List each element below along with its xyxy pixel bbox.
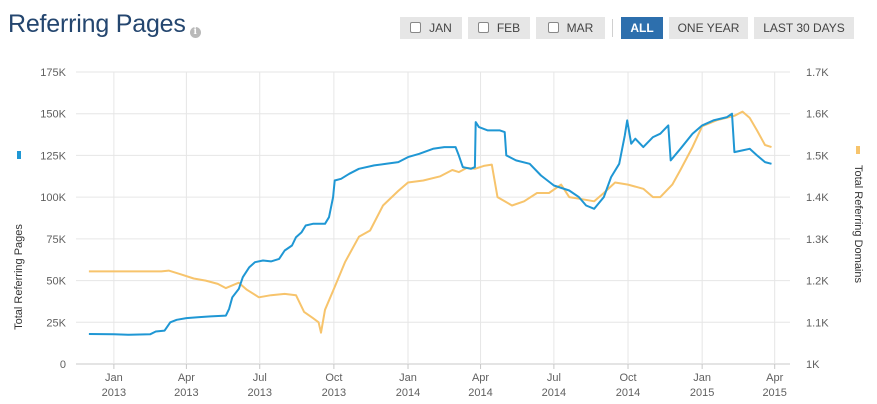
y-left-title: Total Referring Pages <box>13 151 25 330</box>
y-right-tick-label: 1.4K <box>806 192 829 204</box>
x-tick-year: 2014 <box>396 387 420 399</box>
y-right-label: Total Referring Domains <box>852 165 864 283</box>
y-left-tick-label: 0 <box>60 359 66 371</box>
checkbox-icon[interactable] <box>477 22 489 33</box>
x-tick-year: 2014 <box>542 387 566 399</box>
series-pages-swatch <box>17 151 21 159</box>
y-left-tick-label: 150K <box>40 109 66 121</box>
y-right-tick-label: 1.7K <box>806 67 829 79</box>
y-right-tick-label: 1.6K <box>806 109 829 121</box>
chart-grid <box>76 71 790 365</box>
range-feb-button[interactable]: FEB <box>468 17 530 39</box>
x-tick-year: 2015 <box>690 387 714 399</box>
x-tick-month: Jul <box>253 372 267 384</box>
y-left-tick-label: 25K <box>46 317 66 329</box>
x-tick-month: Apr <box>472 372 489 384</box>
x-tick-month: Jan <box>399 372 417 384</box>
range-jan-label: JAN <box>429 21 452 35</box>
range-mar-label: MAR <box>566 21 594 35</box>
y-right-tick-label: 1.2K <box>806 276 829 288</box>
x-tick-month: Apr <box>178 372 195 384</box>
range-all-label: ALL <box>630 21 654 35</box>
x-tick-year: 2015 <box>762 387 786 399</box>
y-left-tick-label: 125K <box>40 150 66 162</box>
y-left-axis: 0 25K 50K 75K 100K 125K 150K 175K <box>40 67 66 371</box>
x-tick-year: 2014 <box>468 387 492 399</box>
x-axis: Jan 2013 Apr 2013 Jul 2013 Oct 2013 Jan 2014 Apr 20… <box>102 364 787 399</box>
range-jan-button[interactable]: JAN <box>400 17 462 39</box>
toolbar-divider <box>612 19 613 37</box>
y-right-tick-label: 1.3K <box>806 234 829 246</box>
range-feb-label: FEB <box>496 21 521 35</box>
x-tick-year: 2013 <box>322 387 346 399</box>
y-right-axis: 1K 1.1K 1.2K 1.3K 1.4K 1.5K 1.6K 1.7K <box>806 67 829 371</box>
y-right-tick-label: 1K <box>806 359 820 371</box>
y-right-title: Total Referring Domains <box>852 146 864 283</box>
x-tick-month: Oct <box>325 372 342 384</box>
x-tick-year: 2013 <box>247 387 271 399</box>
chart-series <box>88 110 772 336</box>
range-mar-button[interactable]: MAR <box>536 17 605 39</box>
x-tick-month: Apr <box>766 372 783 384</box>
x-tick-year: 2013 <box>102 387 126 399</box>
x-tick-month: Jan <box>105 372 123 384</box>
page-title: Referring Pages i <box>8 10 201 39</box>
y-left-tick-label: 50K <box>46 276 66 288</box>
x-tick-month: Jul <box>547 372 561 384</box>
x-tick-month: Jan <box>693 372 711 384</box>
y-right-tick-label: 1.5K <box>806 150 829 162</box>
y-left-label: Total Referring Pages <box>13 224 25 330</box>
series-line-referring-domains <box>88 110 772 334</box>
range-one-year-button[interactable]: ONE YEAR <box>669 17 748 39</box>
range-last-30-days-label: LAST 30 DAYS <box>763 21 845 35</box>
y-left-tick-label: 100K <box>40 192 66 204</box>
y-left-tick-label: 75K <box>46 234 66 246</box>
x-tick-month: Oct <box>619 372 636 384</box>
range-all-button[interactable]: ALL <box>621 17 663 39</box>
x-tick-year: 2013 <box>174 387 198 399</box>
info-icon[interactable]: i <box>189 27 201 38</box>
y-right-tick-label: 1.1K <box>806 317 829 329</box>
checkbox-icon[interactable] <box>547 22 559 33</box>
series-line-referring-pages <box>88 112 772 336</box>
range-last-30-days-button[interactable]: LAST 30 DAYS <box>754 17 854 39</box>
series-domains-swatch <box>856 146 860 154</box>
x-tick-year: 2014 <box>616 387 640 399</box>
page-title-text: Referring Pages <box>8 10 186 38</box>
checkbox-icon[interactable] <box>410 22 422 33</box>
range-one-year-label: ONE YEAR <box>677 21 740 35</box>
y-left-tick-label: 175K <box>40 67 66 79</box>
